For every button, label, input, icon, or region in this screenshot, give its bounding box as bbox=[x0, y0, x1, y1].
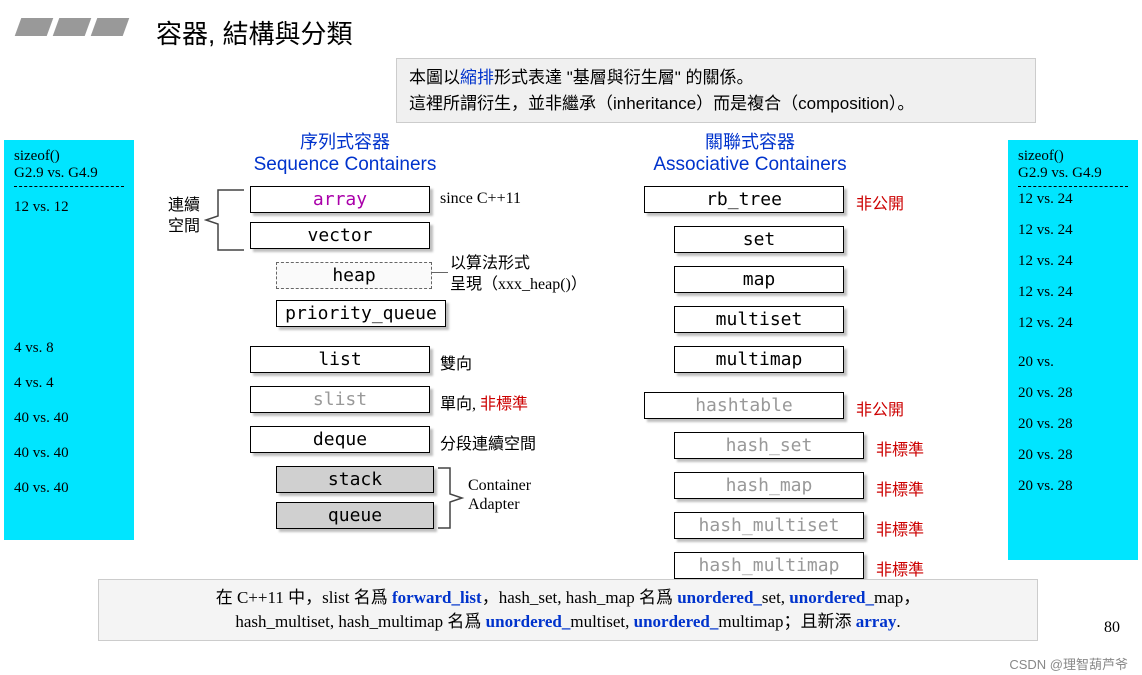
seq-title-en: Sequence Containers bbox=[254, 154, 437, 175]
hash-set-note: 非標準 bbox=[876, 436, 924, 460]
box-priority-queue: priority_queue bbox=[276, 300, 446, 327]
sizeof-subtitle: G2.9 vs. G4.9 bbox=[14, 165, 124, 182]
box-heap: heap bbox=[276, 262, 432, 289]
hash-map-note: 非標準 bbox=[876, 476, 924, 500]
sizeof-label: sizeof() bbox=[14, 148, 124, 165]
desc-line1b: 形式表達 "基層與衍生層" 的關係。 bbox=[494, 68, 754, 87]
continuous-space-label: 連續 空間 bbox=[168, 196, 200, 238]
hash-multiset-note: 非標準 bbox=[876, 516, 924, 540]
heap-note: 以算法形式 呈現（xxx_heap()） bbox=[450, 254, 587, 296]
right-item-5: 20 vs. bbox=[1018, 354, 1128, 371]
since-label: since C++11 bbox=[440, 190, 521, 208]
box-list: list bbox=[250, 346, 430, 373]
left-item-4: 40 vs. 40 bbox=[14, 445, 124, 462]
right-item-7: 20 vs. 28 bbox=[1018, 416, 1128, 433]
box-queue: queue bbox=[276, 502, 434, 529]
box-hash-multiset: hash_multiset bbox=[674, 512, 864, 539]
left-item-5: 40 vs. 40 bbox=[14, 480, 124, 497]
left-item-3: 40 vs. 40 bbox=[14, 410, 124, 427]
box-map: map bbox=[674, 266, 844, 293]
box-slist: slist bbox=[250, 386, 430, 413]
assoc-title-en: Associative Containers bbox=[653, 154, 846, 175]
sizeof-label-r: sizeof() bbox=[1018, 148, 1128, 165]
box-deque: deque bbox=[250, 426, 430, 453]
left-item-0: 12 vs. 12 bbox=[14, 199, 124, 216]
left-item-2: 4 vs. 4 bbox=[14, 375, 124, 392]
sequence-title: 序列式容器 Sequence Containers bbox=[245, 128, 445, 176]
right-item-6: 20 vs. 28 bbox=[1018, 385, 1128, 402]
box-array: array bbox=[250, 186, 430, 213]
brace-icon bbox=[204, 188, 248, 254]
associative-title: 關聯式容器 Associative Containers bbox=[640, 128, 860, 176]
adapter-brace-icon bbox=[436, 466, 466, 530]
right-sizeof-panel: sizeof() G2.9 vs. G4.9 12 vs. 24 12 vs. … bbox=[1008, 140, 1138, 560]
right-item-9: 20 vs. 28 bbox=[1018, 478, 1128, 495]
right-item-3: 12 vs. 24 bbox=[1018, 284, 1128, 301]
page-title: 容器, 結構與分類 bbox=[156, 14, 352, 51]
box-vector: vector bbox=[250, 222, 430, 249]
right-item-2: 12 vs. 24 bbox=[1018, 253, 1128, 270]
box-hashtable: hashtable bbox=[644, 392, 844, 419]
hash-multimap-note: 非標準 bbox=[876, 556, 924, 580]
adapter-label: Container Adapter bbox=[468, 476, 531, 514]
rbtree-note: 非公開 bbox=[856, 190, 904, 214]
list-note: 雙向 bbox=[440, 350, 472, 374]
assoc-title-zh: 關聯式容器 bbox=[705, 132, 795, 152]
right-item-0: 12 vs. 24 bbox=[1018, 191, 1128, 208]
header-decoration bbox=[18, 18, 126, 36]
deque-note: 分段連續空間 bbox=[440, 430, 536, 454]
hashtable-note: 非公開 bbox=[856, 396, 904, 420]
footer-note: 在 C++11 中，slist 名爲 forward_list，hash_set… bbox=[98, 579, 1038, 641]
slist-note: 單向, 非標準 bbox=[440, 390, 528, 414]
credit-text: CSDN @理智葫芦爷 bbox=[1009, 654, 1128, 673]
box-multimap: multimap bbox=[674, 346, 844, 373]
box-set: set bbox=[674, 226, 844, 253]
right-item-8: 20 vs. 28 bbox=[1018, 447, 1128, 464]
right-item-4: 12 vs. 24 bbox=[1018, 315, 1128, 332]
box-multiset: multiset bbox=[674, 306, 844, 333]
left-sizeof-panel: sizeof() G2.9 vs. G4.9 12 vs. 12 4 vs. 8… bbox=[4, 140, 134, 540]
left-item-1: 4 vs. 8 bbox=[14, 340, 124, 357]
desc-line1a: 本圖以 bbox=[409, 68, 460, 87]
desc-blue: 縮排 bbox=[460, 68, 494, 87]
sizeof-subtitle-r: G2.9 vs. G4.9 bbox=[1018, 165, 1128, 182]
box-stack: stack bbox=[276, 466, 434, 493]
seq-title-zh: 序列式容器 bbox=[300, 132, 390, 152]
box-hash-set: hash_set bbox=[674, 432, 864, 459]
description-box: 本圖以縮排形式表達 "基層與衍生層" 的關係。 這裡所謂衍生，並非繼承（inhe… bbox=[396, 58, 1036, 123]
box-hash-multimap: hash_multimap bbox=[674, 552, 864, 579]
box-rbtree: rb_tree bbox=[644, 186, 844, 213]
desc-line2: 這裡所謂衍生，並非繼承（inheritance）而是複合（composition… bbox=[409, 94, 914, 113]
box-hash-map: hash_map bbox=[674, 472, 864, 499]
right-item-1: 12 vs. 24 bbox=[1018, 222, 1128, 239]
page-number: 80 bbox=[1104, 619, 1120, 637]
